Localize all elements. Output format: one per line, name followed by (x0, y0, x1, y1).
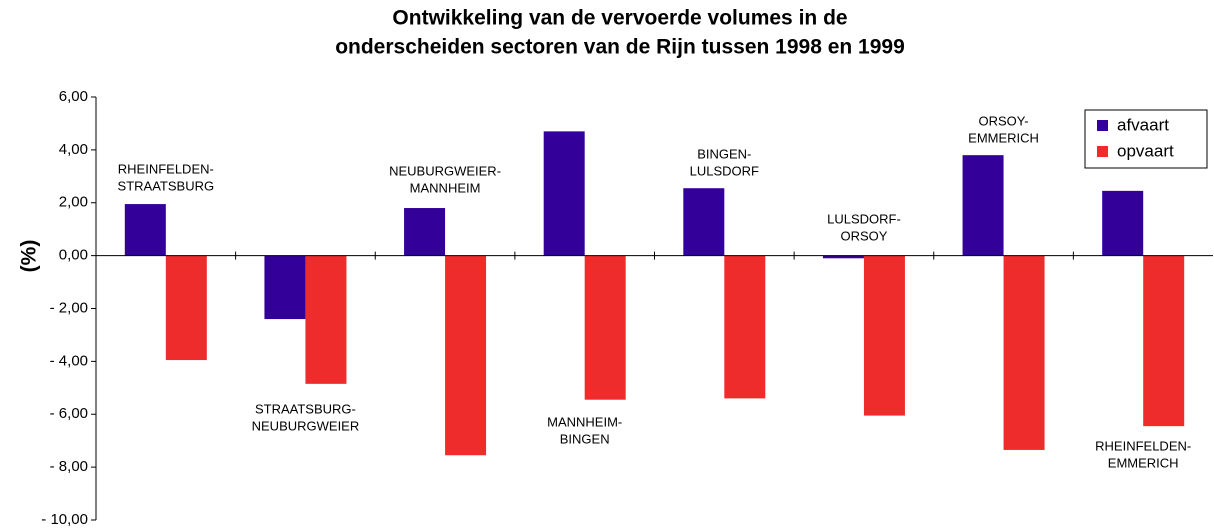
y-tick-label: - 2,00 (50, 299, 88, 316)
category-label: ORSOY- (979, 113, 1029, 128)
category-label: MANNHEIM- (547, 414, 622, 429)
category-label: LULSDORF- (827, 211, 901, 226)
category-label: BINGEN (560, 431, 610, 446)
category-label: EMMERICH (968, 130, 1039, 145)
legend-swatch (1097, 120, 1108, 131)
category-label: STRAATSBURG (118, 178, 215, 193)
bar (445, 255, 487, 456)
category-label: RHEINFELDEN- (1095, 438, 1191, 453)
bar (724, 255, 766, 399)
bar (863, 255, 905, 416)
category-label: ORSOY (840, 228, 887, 243)
legend-swatch (1097, 146, 1108, 157)
bar (1003, 255, 1045, 450)
legend-label: opvaart (1117, 141, 1174, 160)
y-tick-label: - 4,00 (50, 352, 88, 369)
y-axis-label: (%) (18, 240, 41, 273)
category-label: NEUBURGWEIER (252, 418, 360, 433)
category-label: EMMERICH (1108, 455, 1179, 470)
category-label: NEUBURGWEIER- (389, 163, 501, 178)
y-tick-label: 4,00 (59, 141, 88, 158)
category-label: STRAATSBURG- (255, 401, 356, 416)
bar (1102, 190, 1144, 256)
bar (404, 208, 446, 256)
y-tick-label: 6,00 (59, 88, 88, 105)
y-tick-label: - 10,00 (41, 511, 88, 528)
y-tick-label: - 6,00 (50, 405, 88, 422)
category-label: MANNHEIM (410, 180, 481, 195)
chart-title: Ontwikkeling van de vervoerde volumes in… (392, 7, 847, 30)
bar (822, 255, 864, 259)
bar (584, 255, 626, 400)
bar (305, 255, 347, 384)
chart-title: onderscheiden sectoren van de Rijn tusse… (335, 36, 905, 59)
category-label: RHEINFELDEN- (118, 161, 214, 176)
legend-box (1084, 109, 1208, 169)
category-label: LULSDORF (690, 163, 759, 178)
y-tick-label: - 8,00 (50, 458, 88, 475)
bar (1143, 255, 1185, 427)
bar (124, 204, 166, 256)
bar (543, 131, 585, 256)
bar (264, 255, 306, 320)
bar (962, 155, 1004, 256)
category-label: BINGEN- (697, 146, 751, 161)
y-tick-label: 0,00 (59, 247, 88, 264)
bar (165, 255, 207, 361)
bar (683, 188, 725, 256)
y-tick-label: 2,00 (59, 194, 88, 211)
legend-label: afvaart (1117, 115, 1169, 134)
